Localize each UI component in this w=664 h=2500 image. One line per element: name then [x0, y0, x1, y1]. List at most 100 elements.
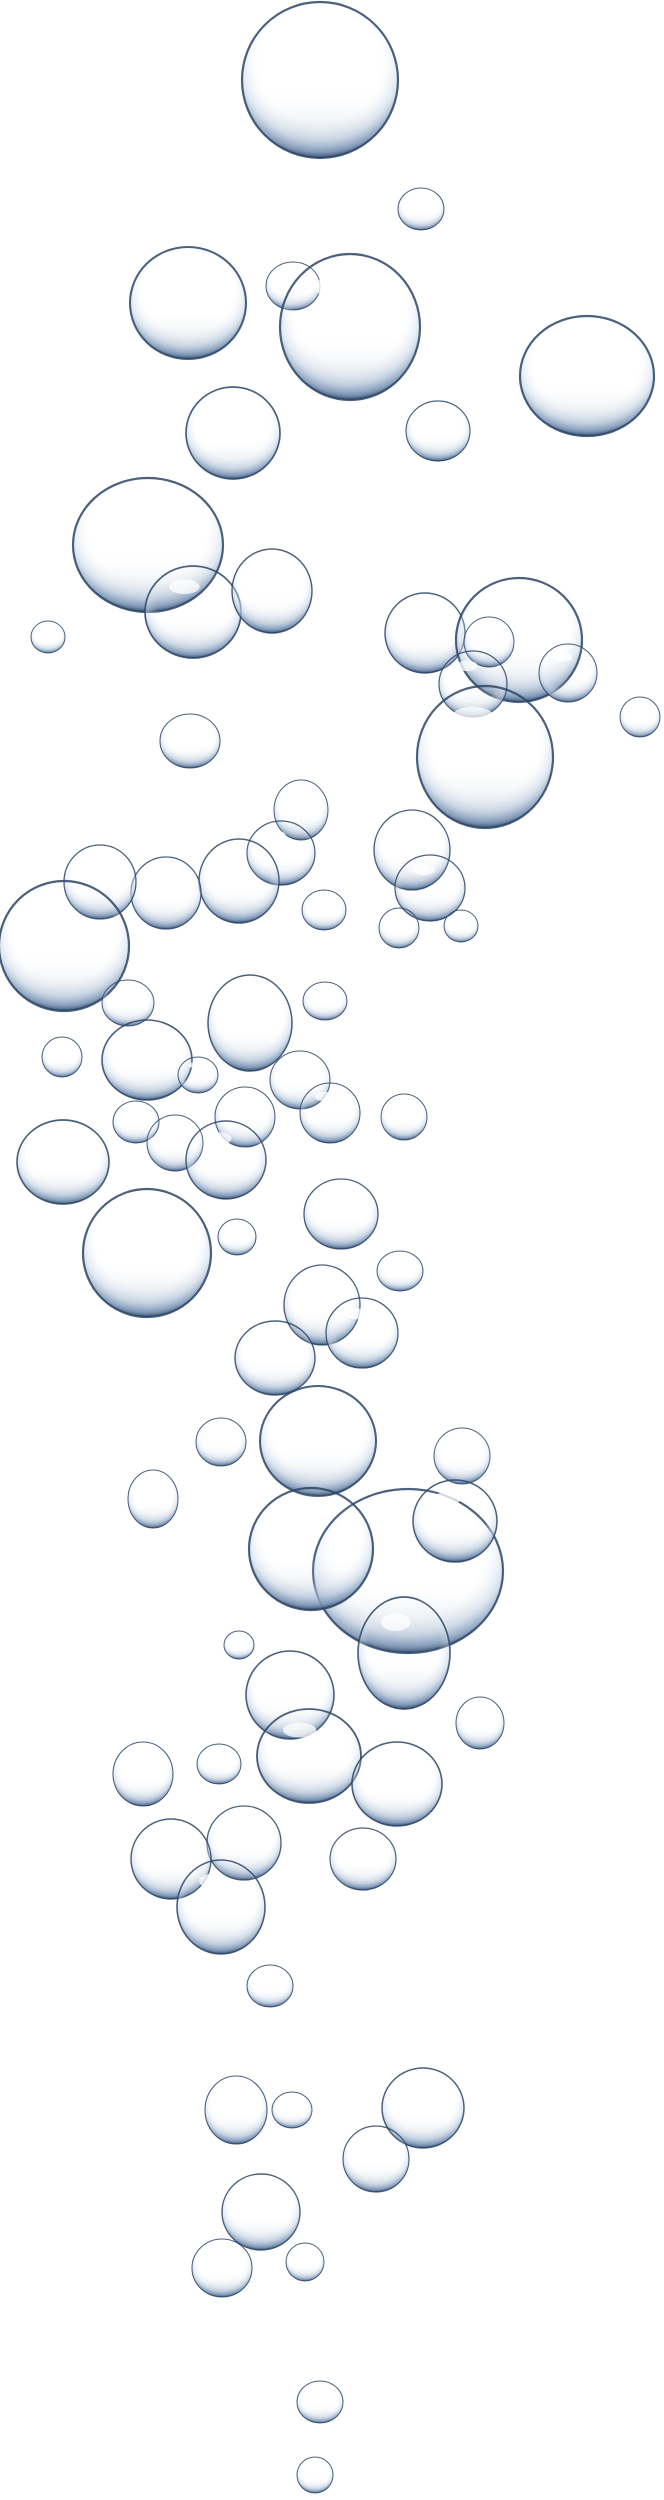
- bubble-highlight: [409, 194, 425, 201]
- bubble-rim: [247, 1486, 375, 1612]
- bubble: [376, 1250, 424, 1292]
- bubble-rim: [246, 1964, 294, 2008]
- bubble-highlight: [283, 1722, 317, 1738]
- bubble-shade: [305, 1180, 377, 1248]
- bubble-highlight: [225, 1816, 250, 1829]
- bubble-highlight: [553, 652, 573, 662]
- bubble-shade: [146, 567, 240, 657]
- bubble-highlight: [161, 1123, 179, 1133]
- bubble-shade: [540, 645, 596, 701]
- bubble-highlight: [388, 1256, 404, 1264]
- bubble-rim: [204, 2075, 268, 2145]
- bubble: [0, 879, 131, 1013]
- bubble: [112, 1741, 174, 1807]
- bubble-highlight: [468, 1704, 484, 1713]
- bubble-highlight: [230, 1095, 250, 1106]
- bubble-highlight: [315, 275, 360, 299]
- bubble: [378, 907, 420, 949]
- bubble-shade: [233, 550, 311, 632]
- bubble-shade: [297, 2381, 343, 2423]
- bubble-highlight: [282, 2097, 295, 2103]
- bubble-shade: [259, 1710, 359, 1802]
- bubble: [177, 1056, 219, 1094]
- bubble-shade: [132, 249, 244, 357]
- bubble-highlight: [40, 1132, 70, 1146]
- bubble: [144, 565, 242, 659]
- bubble-shade: [113, 1101, 159, 1143]
- bubble-highlight: [280, 1505, 320, 1526]
- bubble-rim: [231, 548, 313, 634]
- bubble-rim: [177, 1056, 219, 1094]
- bubble-shade: [129, 1471, 177, 1527]
- bubble: [196, 1743, 242, 1785]
- bubble-rim: [455, 1696, 505, 1750]
- bubble-highlight: [313, 895, 328, 903]
- bubble-shade: [178, 1861, 264, 1953]
- bubble-shade: [132, 858, 200, 928]
- bubble-shade: [223, 2175, 299, 2249]
- bubble-rim: [296, 2456, 334, 2494]
- bubble-highlight: [279, 268, 297, 277]
- bubble: [412, 1479, 498, 1563]
- bubble: [380, 1093, 428, 1141]
- bubble-highlight: [281, 24, 331, 50]
- bubble-rim: [130, 1818, 212, 1900]
- bubble: [415, 684, 555, 830]
- bubble-shade: [377, 1251, 423, 1291]
- bubble-highlight: [110, 497, 159, 519]
- bubble: [198, 838, 280, 924]
- bubble-rim: [0, 879, 131, 1013]
- bubble: [299, 1082, 361, 1144]
- bubble-highlight: [476, 624, 493, 633]
- bubble: [394, 854, 466, 922]
- bubble-rim: [176, 1859, 266, 1955]
- bubble-highlight: [151, 1830, 177, 1844]
- bubble-shade: [272, 2092, 312, 2128]
- bubble: [455, 1696, 505, 1750]
- bubble-highlight: [175, 721, 195, 731]
- bubble: [301, 889, 347, 931]
- bubble: [159, 713, 221, 769]
- bubble-rim: [538, 643, 598, 703]
- bubble-shade: [245, 5, 395, 155]
- bubble-highlight: [159, 263, 197, 282]
- bubble: [234, 1320, 316, 1396]
- bubble-rim: [412, 1479, 498, 1563]
- bubble-rim: [397, 187, 445, 231]
- bubble-shade: [344, 2127, 408, 2191]
- bubble-shade: [620, 697, 660, 737]
- bubble-highlight: [206, 1132, 232, 1145]
- bubble-shade: [114, 1743, 172, 1805]
- bubble: [296, 2456, 334, 2494]
- bubble-highlight: [254, 1331, 281, 1344]
- bubble-highlight: [381, 1613, 411, 1632]
- bubble-rim: [405, 400, 471, 462]
- bubble-shade: [103, 1021, 191, 1099]
- bubble: [130, 856, 202, 930]
- bubble-rim: [381, 2067, 465, 2149]
- bubble-rim: [415, 684, 555, 830]
- bubble-rim: [234, 1320, 316, 1396]
- bubble-rim: [619, 696, 661, 738]
- bubble-highlight: [448, 1436, 466, 1446]
- bubble: [217, 1218, 257, 1256]
- bubble-shade: [197, 1418, 245, 1466]
- bubble-shade: [161, 715, 219, 767]
- bubble: [30, 620, 66, 654]
- bubble-highlight: [456, 660, 478, 672]
- bubble: [538, 643, 598, 703]
- bubble: [518, 314, 656, 438]
- bubble-rim: [302, 981, 348, 1021]
- bubble-shade: [193, 2240, 251, 2296]
- bubble: [81, 1187, 213, 1319]
- bubble: [619, 696, 661, 738]
- bubble-shade: [302, 890, 346, 930]
- bubble-shade: [251, 1490, 371, 1608]
- bubble: [278, 252, 422, 402]
- bubble-shade: [31, 621, 65, 653]
- bubble-shade: [419, 688, 551, 826]
- bubble-highlight: [360, 1512, 422, 1540]
- bubble-highlight: [229, 988, 256, 1005]
- bubble: [256, 1708, 362, 1804]
